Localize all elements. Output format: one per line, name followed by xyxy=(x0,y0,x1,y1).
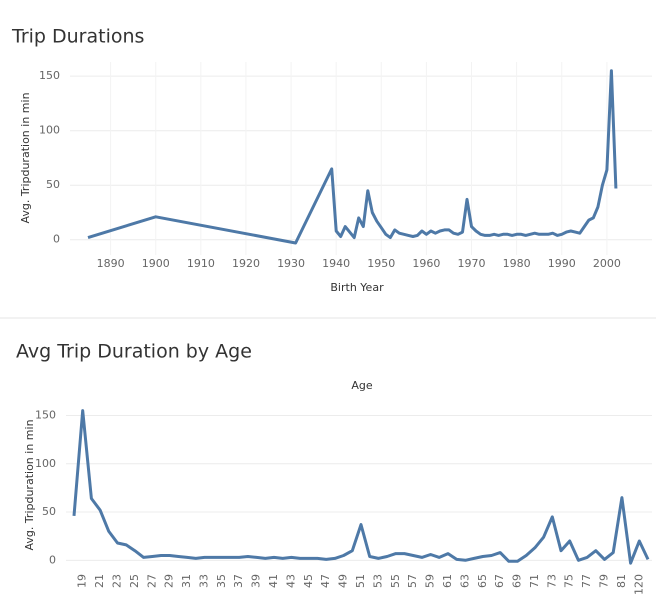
x-tick-label: 55 xyxy=(389,574,402,588)
x-tick-label: 1960 xyxy=(412,257,440,270)
x-tick-label: 81 xyxy=(615,574,628,588)
x-axis-label: Birth Year xyxy=(330,281,384,294)
x-tick-label: 43 xyxy=(284,574,297,588)
x-tick-label: 1990 xyxy=(548,257,576,270)
x-tick-label: 1970 xyxy=(458,257,486,270)
y-tick-label: 0 xyxy=(49,553,56,566)
y-tick-label: 150 xyxy=(39,69,60,82)
x-tick-label: 2000 xyxy=(593,257,621,270)
data-line xyxy=(87,69,618,245)
x-tick-label: 1980 xyxy=(503,257,531,270)
x-tick-label: 47 xyxy=(319,574,332,588)
x-tick-label: 69 xyxy=(511,574,524,588)
x-tick-label: 37 xyxy=(232,574,245,588)
y-tick-label: 150 xyxy=(35,408,56,421)
x-tick-label: 1910 xyxy=(187,257,215,270)
x-tick-label: 49 xyxy=(337,574,350,588)
x-tick-label: 1930 xyxy=(277,257,305,270)
x-tick-label: 19 xyxy=(76,574,89,588)
x-tick-label: 31 xyxy=(180,574,193,588)
x-tick-label: 53 xyxy=(371,574,384,588)
y-axis-label: Avg. Tripduration in min xyxy=(19,92,32,223)
x-tick-label: 1920 xyxy=(232,257,260,270)
x-tick-label: 67 xyxy=(493,574,506,588)
x-tick-label: 29 xyxy=(163,574,176,588)
data-line xyxy=(72,409,650,565)
x-tick-label: 120 xyxy=(632,574,645,595)
x-axis-label: Age xyxy=(351,379,373,392)
x-tick-label: 27 xyxy=(145,574,158,588)
y-axis-label: Avg. Tripduration in min xyxy=(23,419,36,550)
x-tick-label: 23 xyxy=(110,574,123,588)
x-tick-label: 51 xyxy=(354,574,367,588)
x-tick-label: 1940 xyxy=(322,257,350,270)
x-tick-label: 73 xyxy=(545,574,558,588)
x-tick-label: 33 xyxy=(197,574,210,588)
x-tick-label: 1890 xyxy=(97,257,125,270)
y-tick-label: 100 xyxy=(35,457,56,470)
chart-title: Trip Durations xyxy=(11,26,144,48)
x-tick-label: 1900 xyxy=(142,257,170,270)
x-tick-label: 77 xyxy=(580,574,593,588)
y-tick-label: 50 xyxy=(46,178,60,191)
x-tick-label: 1950 xyxy=(367,257,395,270)
x-tick-label: 35 xyxy=(215,574,228,588)
y-tick-label: 100 xyxy=(39,124,60,137)
x-tick-label: 25 xyxy=(128,574,141,588)
y-tick-label: 50 xyxy=(42,505,56,518)
y-tick-label: 0 xyxy=(53,233,60,246)
chart-title: Avg Trip Duration by Age xyxy=(16,341,252,363)
x-tick-label: 63 xyxy=(458,574,471,588)
x-tick-label: 41 xyxy=(267,574,280,588)
x-tick-label: 75 xyxy=(563,574,576,588)
x-tick-label: 71 xyxy=(528,574,541,588)
x-tick-label: 65 xyxy=(476,574,489,588)
x-tick-label: 21 xyxy=(93,574,106,588)
x-tick-label: 45 xyxy=(302,574,315,588)
x-tick-label: 79 xyxy=(598,574,611,588)
x-tick-label: 59 xyxy=(424,574,437,588)
x-tick-label: 61 xyxy=(441,574,454,588)
x-tick-label: 57 xyxy=(406,574,419,588)
x-tick-label: 39 xyxy=(250,574,263,588)
